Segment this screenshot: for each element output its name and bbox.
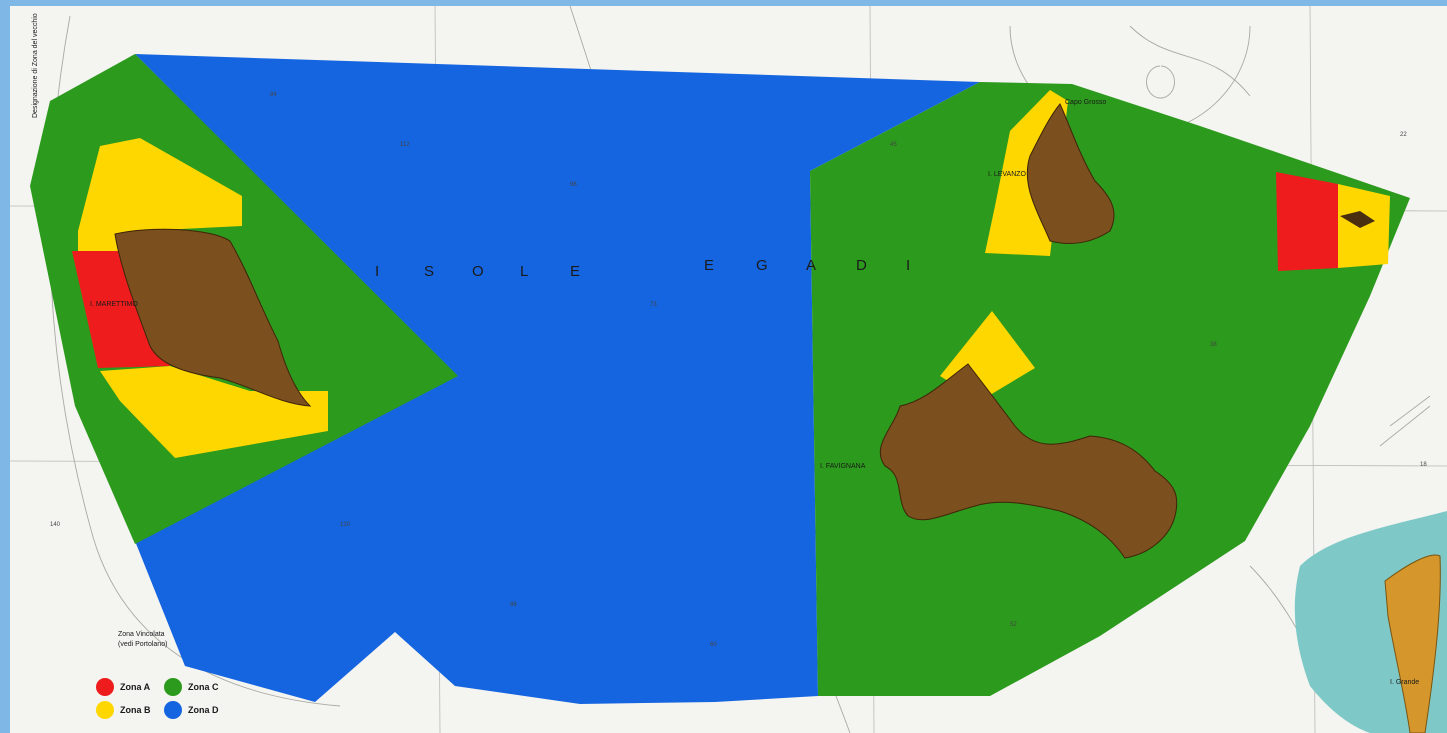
title-letter: S bbox=[424, 263, 436, 280]
svg-text:38: 38 bbox=[1210, 342, 1217, 348]
zona-b-marettimo bbox=[78, 138, 242, 251]
island-levanzo bbox=[1026, 103, 1115, 245]
title-letter: L bbox=[520, 263, 530, 280]
nautical-chart[interactable]: 84 112 96 73 120 88 60 45 38 52 22 18 14… bbox=[10, 6, 1447, 733]
svg-text:140: 140 bbox=[50, 522, 61, 528]
svg-text:18: 18 bbox=[1420, 462, 1427, 468]
svg-text:112: 112 bbox=[400, 142, 410, 148]
island-marettimo bbox=[114, 228, 312, 407]
legend: Zona A Zona C Zona B Zona D bbox=[96, 678, 219, 719]
title-letter: I bbox=[375, 263, 381, 280]
label-favignana: I. FAVIGNANA bbox=[820, 463, 866, 470]
legend-label-zona-b: Zona B bbox=[120, 705, 151, 715]
label-grande: I. Grande bbox=[1390, 679, 1419, 686]
legend-swatch-zona-b bbox=[96, 701, 114, 719]
label-zona-vincolata: Zona Vincolata bbox=[118, 631, 165, 638]
title-letter: O bbox=[472, 263, 486, 280]
depth-soundings: 84 112 96 73 120 88 60 45 38 52 22 18 14… bbox=[50, 92, 1427, 648]
label-zona-vincolata-note: (vedi Portolano) bbox=[118, 641, 167, 648]
island-grande bbox=[1384, 554, 1441, 733]
label-levanzo: I. LEVANZO bbox=[988, 171, 1027, 178]
svg-text:45: 45 bbox=[890, 142, 897, 148]
islet-east bbox=[1340, 211, 1375, 228]
chart-svg: 84 112 96 73 120 88 60 45 38 52 22 18 14… bbox=[10, 6, 1447, 733]
svg-text:120: 120 bbox=[340, 522, 351, 528]
legend-label-zona-d: Zona D bbox=[188, 705, 219, 715]
label-capo-grosso: Capo Grosso bbox=[1065, 99, 1106, 106]
zona-a-east bbox=[1276, 172, 1338, 271]
island-favignana bbox=[879, 363, 1178, 559]
title-letter: E bbox=[704, 257, 716, 274]
title-letter: D bbox=[856, 257, 869, 274]
side-note: Designazione di Zona del vecchio bbox=[32, 13, 39, 118]
svg-text:96: 96 bbox=[570, 182, 577, 188]
legend-swatch-zona-c bbox=[164, 678, 182, 696]
svg-text:52: 52 bbox=[1010, 622, 1017, 628]
legend-swatch-zona-a bbox=[96, 678, 114, 696]
title-letter: E bbox=[570, 263, 582, 280]
zona-b-marettimo-south bbox=[100, 366, 328, 458]
svg-text:84: 84 bbox=[270, 92, 277, 98]
svg-text:73: 73 bbox=[650, 302, 657, 308]
title-letter: A bbox=[806, 257, 818, 274]
zona-c-east bbox=[810, 82, 1410, 696]
legend-label-zona-c: Zona C bbox=[188, 682, 219, 692]
svg-text:22: 22 bbox=[1400, 132, 1407, 138]
svg-text:88: 88 bbox=[510, 602, 517, 608]
label-marettimo: I. MARETTIMO bbox=[90, 301, 138, 308]
legend-swatch-zona-d bbox=[164, 701, 182, 719]
title-letter: I bbox=[906, 257, 912, 274]
map-title: I S O L E E G A D I bbox=[375, 257, 912, 280]
legend-label-zona-a: Zona A bbox=[120, 682, 151, 692]
svg-text:60: 60 bbox=[710, 642, 717, 648]
zona-a-marettimo bbox=[72, 251, 170, 368]
zona-d-area bbox=[135, 54, 980, 704]
title-letter: G bbox=[756, 257, 770, 274]
